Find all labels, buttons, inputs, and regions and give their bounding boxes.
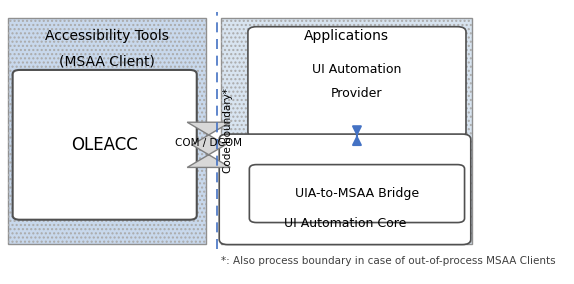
Text: (MSAA Client): (MSAA Client) bbox=[59, 55, 155, 68]
Text: Applications: Applications bbox=[304, 29, 389, 43]
FancyBboxPatch shape bbox=[8, 18, 206, 244]
Text: OLEACC: OLEACC bbox=[71, 136, 138, 154]
Text: UI Automation: UI Automation bbox=[312, 63, 402, 76]
Text: Provider: Provider bbox=[331, 87, 383, 100]
FancyBboxPatch shape bbox=[220, 18, 472, 244]
FancyBboxPatch shape bbox=[249, 165, 464, 223]
FancyBboxPatch shape bbox=[219, 134, 471, 245]
Text: Accessibility Tools: Accessibility Tools bbox=[45, 29, 169, 43]
Text: UI Automation Core: UI Automation Core bbox=[284, 218, 406, 230]
Polygon shape bbox=[187, 122, 230, 168]
FancyBboxPatch shape bbox=[13, 70, 197, 220]
Text: *: Also process boundary in case of out-of-process MSAA Clients: *: Also process boundary in case of out-… bbox=[220, 256, 555, 266]
FancyBboxPatch shape bbox=[248, 27, 466, 137]
Text: COM / DCOM: COM / DCOM bbox=[175, 138, 242, 149]
Text: Code boundary*: Code boundary* bbox=[223, 88, 232, 173]
Text: UIA-to-MSAA Bridge: UIA-to-MSAA Bridge bbox=[295, 187, 419, 200]
